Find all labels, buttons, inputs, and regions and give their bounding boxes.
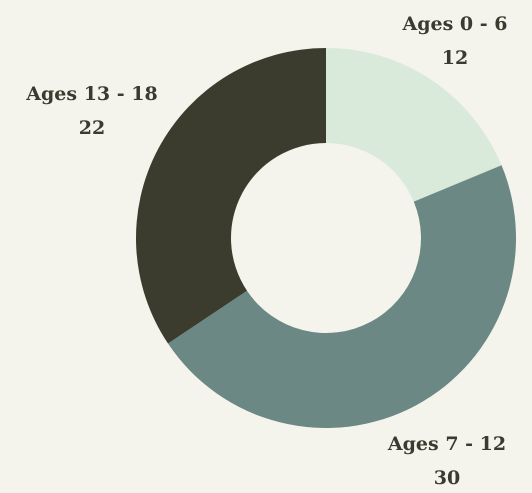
slice-label: Ages 7 - 12 (387, 433, 506, 455)
slice-value: 22 (79, 117, 105, 139)
chart: Ages 0 - 6 12 Ages 7 - 12 30 Ages 13 - 18 22 (0, 0, 532, 493)
slice-label: Ages 0 - 6 (402, 13, 508, 35)
slice-label: Ages 13 - 18 (25, 83, 157, 105)
slice-value: 12 (442, 47, 468, 69)
slice-value: 30 (434, 467, 460, 489)
